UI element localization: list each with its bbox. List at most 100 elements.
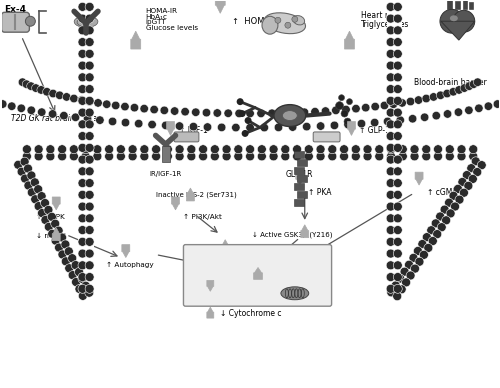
Circle shape	[46, 145, 55, 154]
Circle shape	[431, 219, 440, 228]
Circle shape	[37, 192, 46, 201]
Bar	[455, 2, 460, 9]
Polygon shape	[52, 197, 60, 210]
Circle shape	[78, 26, 87, 35]
Circle shape	[418, 240, 427, 249]
Circle shape	[68, 254, 76, 263]
Circle shape	[78, 225, 87, 235]
Circle shape	[34, 152, 43, 161]
Circle shape	[85, 273, 94, 282]
Circle shape	[24, 164, 32, 173]
Circle shape	[446, 145, 454, 154]
Text: ↓ Active GSK3β (Y216): ↓ Active GSK3β (Y216)	[252, 231, 332, 238]
Circle shape	[394, 38, 402, 47]
Circle shape	[414, 96, 423, 104]
Circle shape	[104, 145, 114, 154]
Circle shape	[244, 117, 252, 124]
Circle shape	[415, 257, 424, 266]
Circle shape	[22, 152, 32, 161]
Circle shape	[58, 152, 66, 161]
Polygon shape	[348, 121, 356, 135]
Circle shape	[386, 178, 395, 187]
Circle shape	[78, 167, 87, 176]
Circle shape	[420, 113, 429, 121]
Circle shape	[375, 145, 384, 154]
Circle shape	[394, 202, 402, 211]
Circle shape	[0, 100, 7, 108]
Circle shape	[422, 152, 431, 161]
Circle shape	[386, 61, 395, 70]
Circle shape	[232, 123, 240, 132]
Circle shape	[85, 249, 94, 258]
Circle shape	[469, 145, 478, 154]
Circle shape	[31, 195, 40, 204]
Circle shape	[402, 278, 410, 287]
Circle shape	[446, 209, 455, 218]
Circle shape	[93, 152, 102, 161]
Text: ↓ Cytochrome c: ↓ Cytochrome c	[220, 308, 282, 318]
Text: T2D GK rat brain cortex: T2D GK rat brain cortex	[12, 114, 102, 123]
Circle shape	[187, 145, 196, 154]
Circle shape	[328, 145, 337, 154]
Circle shape	[386, 167, 395, 176]
Circle shape	[462, 171, 471, 180]
Circle shape	[58, 145, 66, 154]
Circle shape	[394, 143, 402, 152]
Circle shape	[78, 96, 86, 104]
Circle shape	[50, 219, 59, 228]
Circle shape	[394, 85, 402, 94]
Circle shape	[148, 120, 156, 129]
Bar	[294, 199, 304, 206]
Circle shape	[370, 118, 379, 127]
Circle shape	[22, 80, 30, 88]
Circle shape	[316, 145, 325, 154]
Circle shape	[464, 106, 473, 114]
Circle shape	[85, 237, 94, 246]
Circle shape	[386, 14, 395, 23]
Circle shape	[108, 117, 117, 126]
Circle shape	[257, 109, 266, 118]
Circle shape	[58, 250, 67, 259]
Text: GLP-1R: GLP-1R	[286, 170, 314, 178]
FancyBboxPatch shape	[2, 12, 29, 32]
Circle shape	[380, 101, 388, 110]
Circle shape	[278, 109, 287, 117]
Polygon shape	[166, 121, 174, 135]
Circle shape	[85, 96, 94, 105]
Circle shape	[78, 178, 87, 187]
Circle shape	[27, 171, 36, 180]
Circle shape	[394, 167, 402, 176]
Circle shape	[322, 107, 330, 115]
Circle shape	[386, 132, 395, 140]
Circle shape	[51, 236, 60, 245]
Circle shape	[394, 261, 402, 270]
Circle shape	[281, 145, 290, 154]
Bar	[469, 2, 473, 9]
Circle shape	[78, 191, 87, 199]
FancyBboxPatch shape	[184, 245, 332, 306]
Circle shape	[432, 111, 440, 120]
Circle shape	[74, 268, 84, 277]
Circle shape	[60, 111, 68, 120]
Circle shape	[71, 261, 80, 270]
Circle shape	[78, 38, 87, 47]
Circle shape	[384, 117, 392, 126]
Circle shape	[332, 106, 340, 114]
Circle shape	[398, 99, 406, 107]
Circle shape	[78, 291, 88, 300]
Circle shape	[218, 123, 226, 132]
Text: activation: activation	[236, 275, 280, 284]
Bar	[297, 191, 306, 198]
Circle shape	[81, 152, 90, 161]
Circle shape	[130, 104, 138, 112]
Circle shape	[128, 152, 137, 161]
Circle shape	[152, 152, 160, 161]
Circle shape	[44, 222, 54, 231]
Ellipse shape	[264, 13, 306, 34]
Circle shape	[474, 78, 482, 87]
Circle shape	[363, 145, 372, 154]
Circle shape	[422, 233, 432, 242]
Circle shape	[460, 84, 468, 92]
Circle shape	[28, 188, 36, 197]
Circle shape	[467, 164, 476, 173]
